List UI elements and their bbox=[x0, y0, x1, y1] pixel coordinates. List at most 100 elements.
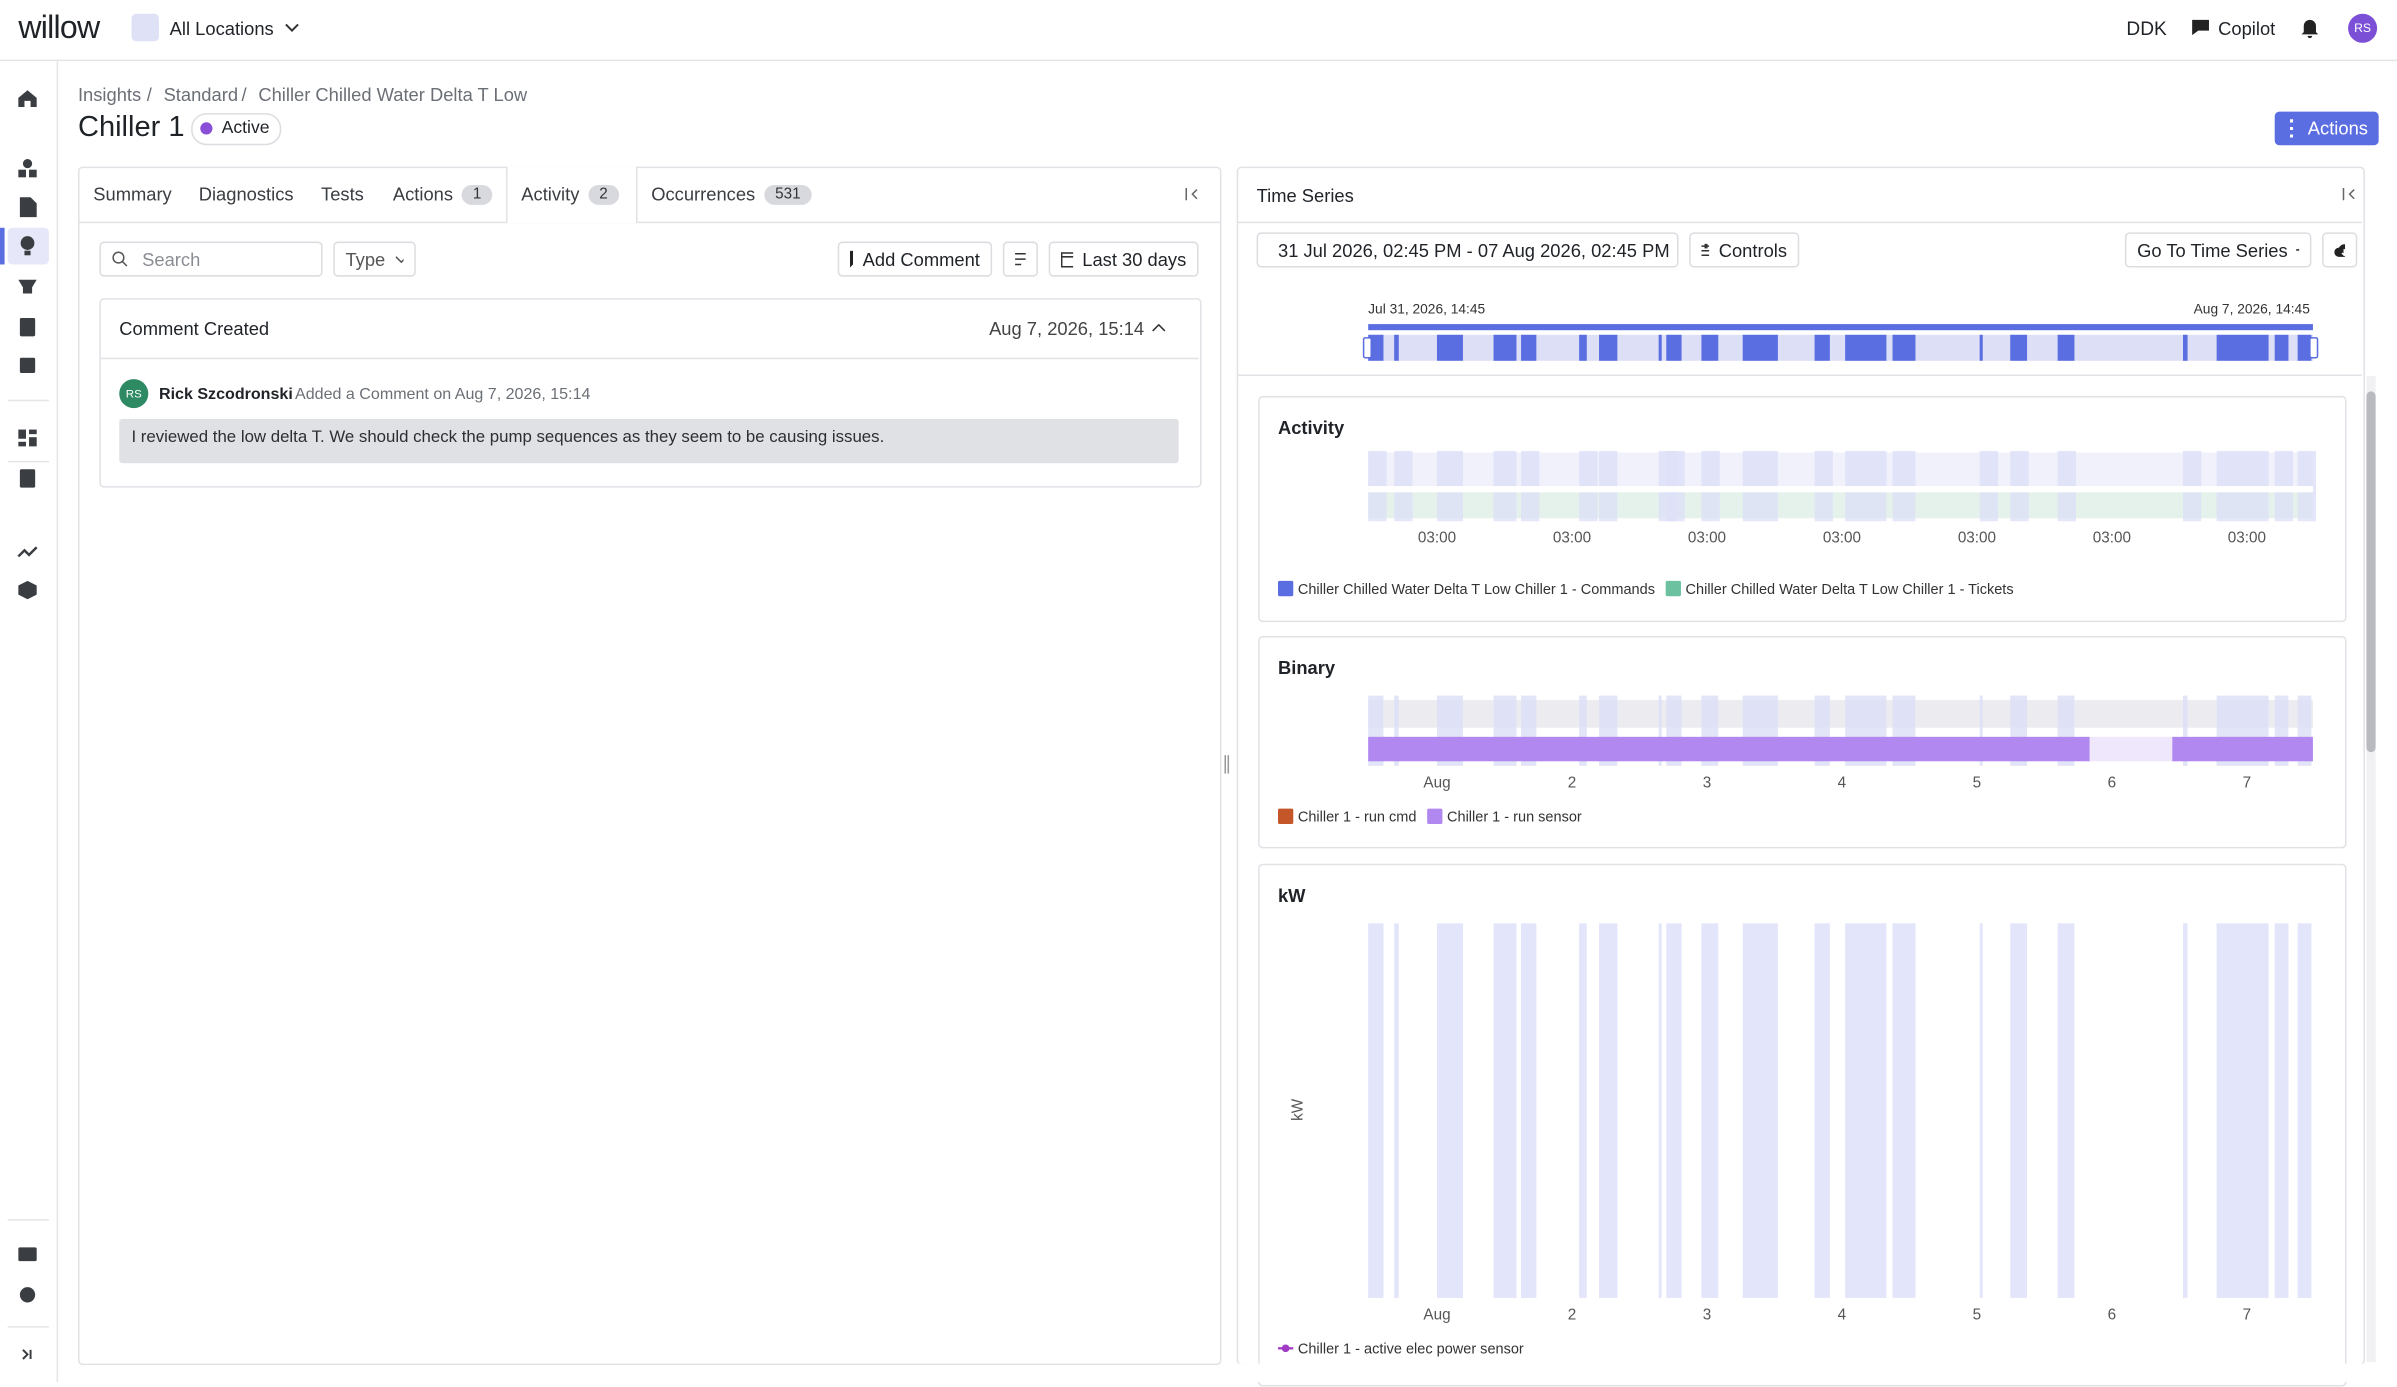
brush-band bbox=[1599, 334, 1618, 361]
scrollbar-track bbox=[2366, 376, 2376, 1363]
brush-band bbox=[2010, 334, 2028, 361]
collapse-panel[interactable] bbox=[1185, 187, 1200, 202]
download-button[interactable] bbox=[2322, 232, 2358, 268]
state-bar bbox=[2172, 736, 2313, 762]
brush-band bbox=[1742, 334, 1778, 361]
x-tick-label: 5 bbox=[1973, 1306, 1982, 1323]
x-tick-label: Aug bbox=[1423, 774, 1450, 791]
tab-label: Actions bbox=[392, 183, 454, 205]
search-input[interactable]: Search bbox=[99, 241, 323, 277]
tab[interactable]: Actions 1 bbox=[392, 167, 493, 222]
controls-button[interactable]: Controls bbox=[1689, 232, 1800, 268]
time-range-label: 31 Jul 2026, 02:45 PM - 07 Aug 2026, 02:… bbox=[1277, 239, 1670, 261]
time-range[interactable]: 31 Jul 2026, 02:45 PM - 07 Aug 2026, 02:… bbox=[1256, 232, 1679, 268]
collapse-activity[interactable] bbox=[1151, 323, 1166, 334]
brush-band bbox=[1892, 334, 1916, 361]
x-tick-label: Aug bbox=[1423, 1306, 1450, 1323]
activity-band bbox=[1979, 923, 1983, 1298]
x-tick-label: 2 bbox=[1568, 1306, 1577, 1323]
chevron bbox=[395, 255, 404, 263]
author-name: Rick Szcodronski bbox=[158, 385, 293, 404]
breadcrumb[interactable]: Insights bbox=[77, 84, 142, 106]
activity-band bbox=[1814, 923, 1830, 1298]
brush-handle bbox=[2309, 337, 2319, 359]
go-to-time-series[interactable]: Go To Time Series bbox=[2124, 232, 2312, 268]
x-tick-label: 4 bbox=[1838, 1306, 1847, 1323]
controls-label: Controls bbox=[1718, 239, 1788, 261]
date-filter[interactable]: Last 30 days bbox=[1048, 241, 1199, 277]
tab[interactable]: Activity 2 bbox=[521, 167, 619, 222]
user-avatar[interactable]: RS bbox=[2348, 13, 2378, 43]
legend-swatch bbox=[1427, 808, 1443, 824]
type-filter[interactable]: Type bbox=[333, 241, 416, 277]
chart-title: Binary bbox=[1278, 657, 1336, 678]
cloud-download-icon bbox=[2334, 243, 2346, 257]
x-tick-label: 03:00 bbox=[2093, 530, 2131, 547]
x-tick-label: 3 bbox=[1703, 1306, 1712, 1323]
x-tick-label: 4 bbox=[1838, 774, 1847, 791]
arrow-icon bbox=[2296, 249, 2300, 251]
activity-band bbox=[1394, 923, 1399, 1298]
calendar-icon bbox=[1060, 252, 1074, 268]
activity-event: Comment Created bbox=[119, 317, 270, 340]
controls-icon bbox=[1701, 243, 1710, 256]
brush-band bbox=[1521, 334, 1537, 361]
brush-band bbox=[1845, 334, 1887, 361]
brush-band bbox=[1814, 334, 1830, 361]
collapse-time-series[interactable] bbox=[2342, 187, 2357, 202]
legend-swatch bbox=[1277, 580, 1294, 597]
tab[interactable]: Diagnostics bbox=[199, 167, 294, 222]
activity-band bbox=[2010, 923, 2028, 1298]
location-selector[interactable]: All Locations bbox=[169, 18, 274, 40]
logo[interactable]: willow bbox=[18, 10, 100, 46]
activity-band bbox=[2216, 923, 2269, 1298]
activity-timestamp: Aug 7, 2026, 15:14 bbox=[989, 317, 1145, 340]
activity-band bbox=[1579, 695, 1587, 766]
activity-band bbox=[1394, 695, 1399, 766]
x-tick-label: 7 bbox=[2243, 774, 2252, 791]
x-tick-label: 03:00 bbox=[2228, 530, 2266, 547]
brush-start-label: Jul 31, 2026, 14:45 bbox=[1368, 301, 1485, 316]
activity-band bbox=[2182, 695, 2188, 766]
state-bar bbox=[2089, 736, 2173, 762]
panel-resizer[interactable] bbox=[1224, 755, 1230, 774]
tab[interactable]: Occurrences 531 bbox=[651, 167, 812, 222]
activity-band bbox=[1845, 923, 1887, 1298]
breadcrumb[interactable]: Standard bbox=[163, 84, 239, 106]
activity-band bbox=[2297, 923, 2312, 1298]
chevron bbox=[285, 23, 299, 32]
copilot-button[interactable]: Copilot bbox=[2218, 18, 2276, 40]
sort-icon bbox=[1015, 252, 1026, 266]
comment-text: I reviewed the low delta T. We should ch… bbox=[131, 428, 885, 447]
x-tick-label: 5 bbox=[1973, 774, 1982, 791]
scrollbar-thumb[interactable] bbox=[2366, 391, 2376, 753]
status-pill: Active bbox=[191, 113, 282, 146]
activity-band bbox=[2182, 923, 2188, 1298]
y-axis-label: kW bbox=[1289, 1098, 1306, 1121]
notifications[interactable] bbox=[2301, 18, 2319, 39]
x-tick-label: 03:00 bbox=[1553, 530, 1591, 547]
tab[interactable]: Summary bbox=[93, 167, 171, 222]
legend-label: Chiller Chilled Water Delta T Low Chille… bbox=[1298, 582, 1655, 598]
sort-button[interactable] bbox=[1002, 241, 1038, 277]
x-tick-label: 03:00 bbox=[1823, 530, 1861, 547]
brush-band bbox=[2057, 334, 2075, 361]
user-code[interactable]: DDK bbox=[2126, 18, 2167, 40]
tab[interactable]: Tests bbox=[321, 167, 364, 222]
breadcrumb[interactable]: Chiller Chilled Water Delta T Low bbox=[258, 84, 528, 106]
activity-band bbox=[1579, 923, 1587, 1298]
brush-handle[interactable] bbox=[1362, 337, 1373, 359]
add-comment-button[interactable]: Add Comment bbox=[837, 241, 993, 277]
tab-label: Activity bbox=[521, 183, 580, 205]
brush-band bbox=[1701, 334, 1719, 361]
brush-band bbox=[2216, 334, 2269, 361]
panel-bottom-mask bbox=[1236, 1363, 2364, 1382]
activity-band bbox=[1742, 923, 1778, 1298]
top-bar bbox=[0, 0, 2397, 62]
brush-band bbox=[2274, 334, 2289, 361]
legend-swatch bbox=[1281, 1344, 1290, 1353]
activity-band bbox=[1892, 923, 1916, 1298]
status-dot bbox=[200, 122, 213, 135]
legend-swatch bbox=[1665, 580, 1681, 597]
